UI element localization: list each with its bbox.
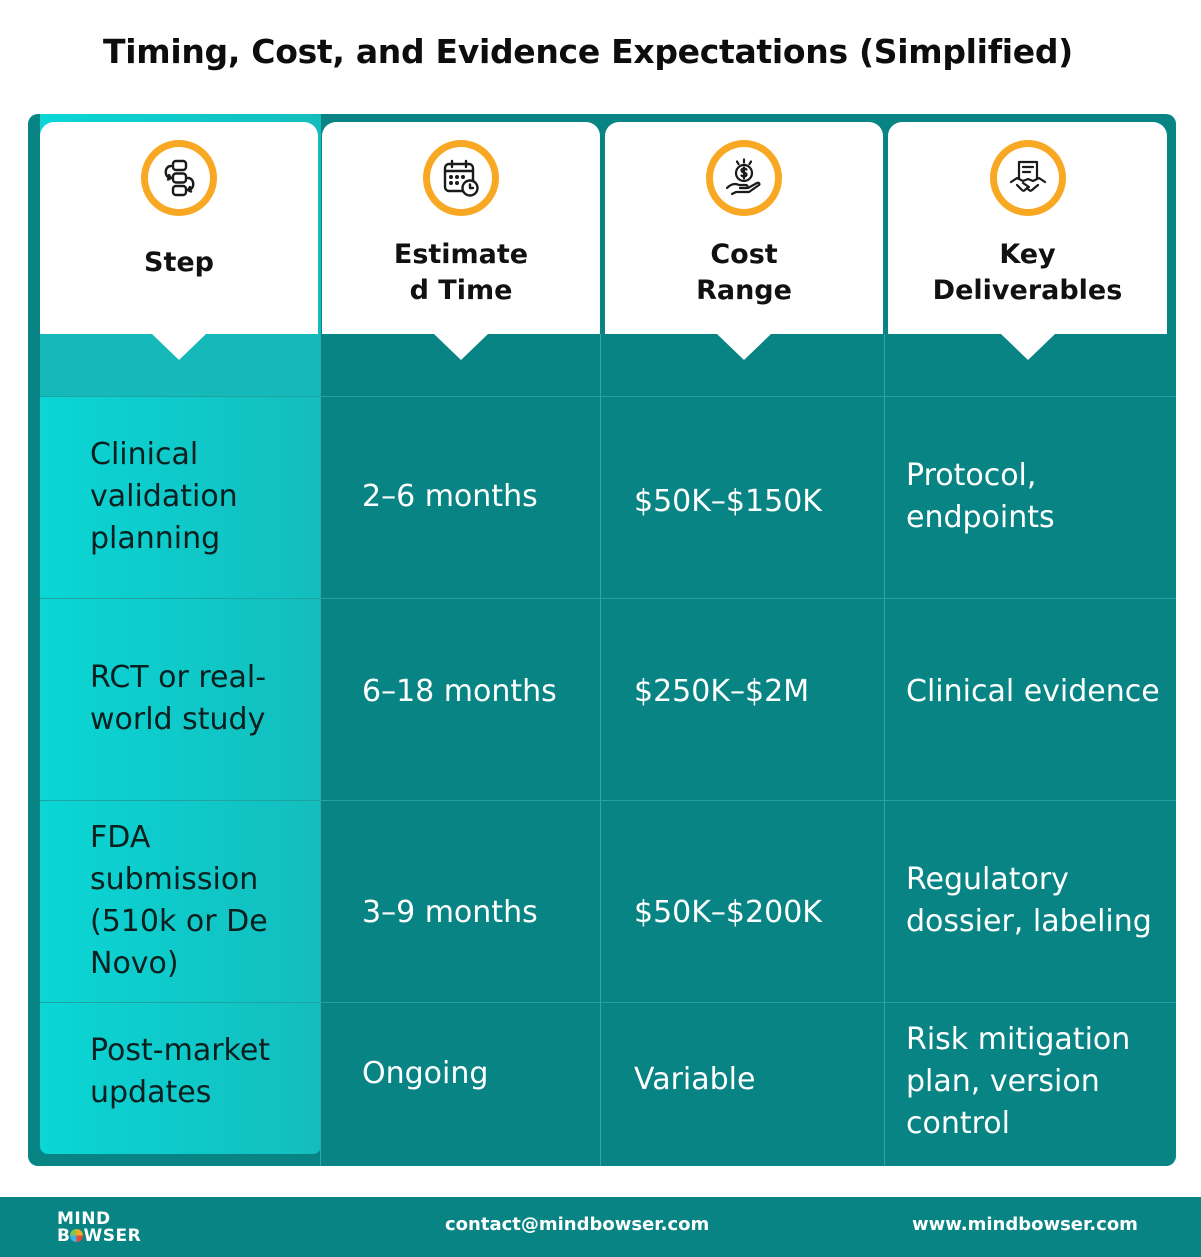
column-divider (600, 334, 601, 1166)
table-row-1-deliverables: Protocol, endpoints (906, 458, 1055, 535)
comparison-table: Step Estimate d Time (28, 114, 1176, 1166)
row-divider (40, 396, 1176, 397)
hand-dollar-icon (706, 140, 782, 216)
header-estimated-time: Estimate d Time (322, 122, 600, 360)
table-row-2-cost: $250K–$2M (634, 674, 810, 709)
table-row-4-cost: Variable (634, 1062, 756, 1097)
header-cost-range: Cost Range (605, 122, 883, 360)
logo-dot-icon (70, 1229, 84, 1242)
row-divider (40, 800, 1176, 801)
row-divider (40, 1002, 1176, 1003)
table-row-4-time: Ongoing (362, 1056, 489, 1091)
mindbowser-logo: MIND B WSER (57, 1209, 142, 1246)
table-row-2-time: 6–18 months (362, 674, 557, 709)
table-row-3-deliverables: Regulatory dossier, labeling (906, 862, 1152, 939)
table-row-4-step: Post-market updates (90, 1033, 271, 1110)
row-divider (40, 598, 1176, 599)
table-row-2-step: RCT or real-world study (90, 660, 267, 737)
header-cost-range-label: Cost Range (696, 239, 792, 306)
column-divider (884, 334, 885, 1166)
table-row-3-time: 3–9 months (362, 895, 538, 930)
website-link[interactable]: www.mindbowser.com (912, 1214, 1138, 1235)
header-key-deliverables-label: Key Deliverables (932, 239, 1123, 306)
header-step: Step (40, 122, 318, 360)
header-notch (1000, 334, 1055, 360)
header-notch (434, 334, 488, 360)
header-notch (152, 334, 206, 360)
process-flow-icon (141, 140, 217, 216)
page-title: Timing, Cost, and Evidence Expectations … (103, 32, 1073, 71)
header-step-label: Step (144, 247, 214, 278)
header-estimated-time-label: Estimate d Time (393, 239, 529, 306)
header-notch (717, 334, 771, 360)
handshake-document-icon (989, 140, 1066, 216)
column-divider (320, 334, 321, 1166)
calendar-clock-icon (423, 140, 499, 216)
table-row-1-time: 2–6 months (362, 479, 538, 514)
table-row-1-step: Clinical validation planning (90, 437, 238, 556)
table-row-1-cost: $50K–$150K (634, 484, 822, 519)
table-row-2-deliverables: Clinical evidence (906, 674, 1160, 709)
contact-email[interactable]: contact@mindbowser.com (445, 1214, 710, 1235)
table-row-3-step: FDA submission (510k or De Novo) (90, 820, 268, 981)
table-row-4-deliverables: Risk mitigation plan, version control (906, 1022, 1131, 1141)
footer-bar: MIND B WSER contact@mindbowser.com www.mi… (0, 1197, 1201, 1257)
header-key-deliverables: Key Deliverables (888, 122, 1167, 360)
table-row-3-cost: $50K–$200K (634, 895, 822, 930)
